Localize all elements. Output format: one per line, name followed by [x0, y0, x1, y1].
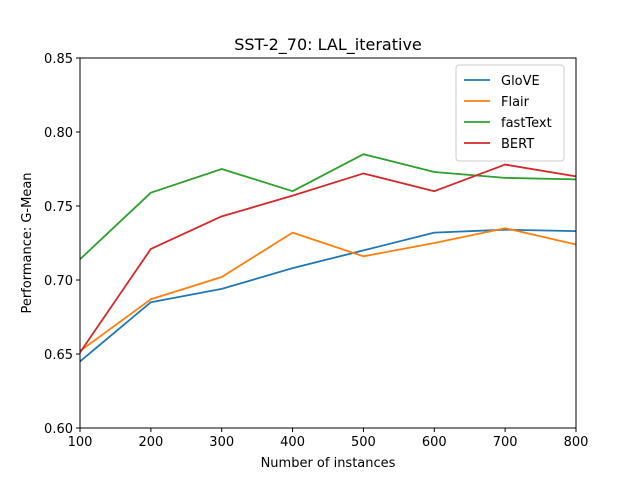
x-axis-label: Number of instances: [261, 456, 396, 471]
legend-label: fastText: [501, 116, 552, 131]
legend: GloVE Flair fastText BERT: [455, 64, 565, 162]
y-axis: 0.60 0.65 0.70 0.75 0.80 0.85: [44, 52, 80, 437]
x-axis: 100 200 300 400 500 600 700 800: [68, 428, 589, 450]
chart-title: SST-2_70: LAL_iterative: [234, 35, 422, 55]
series-line-fasttext: [79, 153, 577, 260]
legend-label: Flair: [501, 95, 530, 110]
x-tick-label: 700: [493, 435, 518, 450]
plot-frame: [79, 57, 577, 429]
y-tick-label: 0.75: [44, 200, 73, 215]
series-line-flair: [79, 227, 577, 352]
x-tick-label: 400: [280, 435, 305, 450]
y-tick-label: 0.60: [44, 422, 73, 437]
legend-label: BERT: [501, 137, 534, 152]
legend-box: [455, 64, 565, 162]
y-tick-label: 0.80: [44, 126, 73, 141]
x-tick-label: 800: [564, 435, 589, 450]
y-axis-label: Performance: G-Mean: [20, 172, 35, 313]
x-tick-label: 300: [209, 435, 234, 450]
series-layer: [79, 153, 577, 363]
x-tick-label: 100: [68, 435, 93, 450]
x-tick-label: 200: [138, 435, 163, 450]
series-line-bert: [79, 163, 577, 354]
legend-label: GloVE: [501, 74, 540, 89]
y-tick-label: 0.85: [44, 52, 73, 67]
y-tick-label: 0.70: [44, 274, 73, 289]
x-tick-label: 600: [422, 435, 447, 450]
x-tick-label: 500: [351, 435, 376, 450]
y-tick-label: 0.65: [44, 348, 73, 363]
